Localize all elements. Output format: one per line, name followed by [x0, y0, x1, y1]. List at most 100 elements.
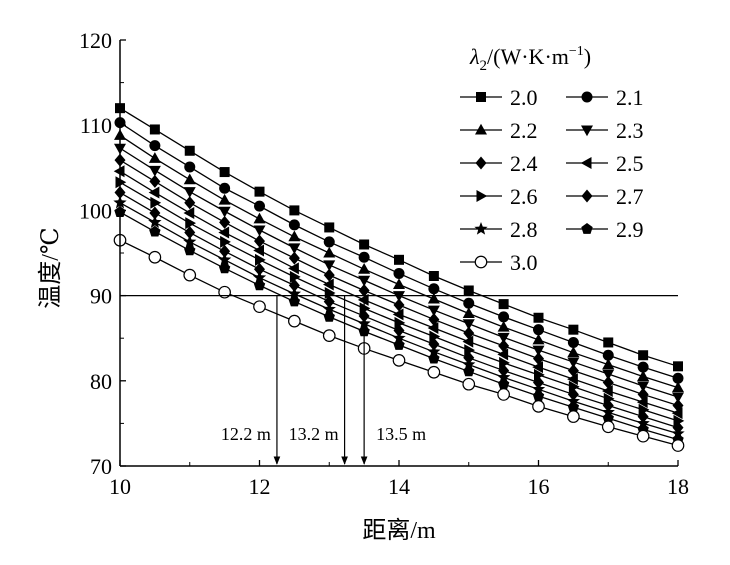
y-axis-label: 温度/℃ [37, 227, 64, 309]
legend-title-part: λ [469, 44, 480, 69]
data-point-2.9 [567, 401, 580, 413]
data-point-2.6 [359, 302, 371, 315]
data-point-2.7 [323, 295, 335, 309]
legend-title-part: −1 [569, 44, 584, 59]
data-point-2.6 [220, 235, 231, 248]
data-point-2.9 [602, 412, 614, 424]
data-point-2.9 [253, 279, 266, 291]
legend-item-2.1: 2.1 [566, 85, 644, 110]
data-point-2.2 [253, 212, 266, 224]
legend-item-2.3: 2.3 [566, 118, 644, 143]
data-point-2.6 [464, 344, 475, 357]
data-point-2.0 [359, 239, 370, 250]
legend-marker-2.7 [581, 189, 593, 203]
data-point-2.1 [393, 267, 405, 279]
data-point-2.2 [602, 358, 615, 370]
data-point-2.6 [115, 176, 127, 189]
data-point-2.9 [497, 378, 510, 390]
data-point-2.6 [499, 356, 510, 369]
data-point-3.0 [497, 388, 510, 401]
data-point-2.1 [463, 297, 475, 309]
data-point-2.8 [183, 234, 197, 248]
data-point-2.9 [288, 295, 301, 307]
data-point-2.4 [533, 352, 544, 366]
y-tick-label: 110 [80, 113, 112, 138]
data-point-2.6 [394, 316, 406, 329]
x-axis-label: 距离/m [362, 517, 436, 544]
data-point-2.5 [113, 165, 125, 178]
data-point-2.8 [427, 344, 441, 358]
y-tick-label: 120 [79, 28, 112, 53]
data-point-2.0 [324, 222, 335, 233]
legend-marker-2.2 [475, 123, 487, 135]
data-point-3.0 [671, 439, 685, 452]
data-point-2.3 [148, 165, 161, 177]
legend-item-3.0: 3.0 [460, 250, 538, 275]
legend-label: 3.0 [510, 250, 538, 275]
data-point-2.3 [183, 187, 196, 198]
data-point-3.0 [567, 410, 580, 423]
data-point-2.0 [219, 167, 230, 178]
legend-marker-2.5 [580, 157, 592, 169]
legend-title-part: /(W·K·m [487, 44, 569, 69]
data-point-2.9 [323, 310, 335, 322]
legend: λ2/(W·K·m−1) 2.0 2.1 2.2 2.3 2.4 2.5 2.6 2.7 2.8 2… [460, 44, 644, 275]
data-point-2.5 [602, 385, 613, 398]
data-point-2.9 [463, 365, 475, 377]
data-point-2.3 [532, 345, 545, 357]
series-2.4 [114, 153, 684, 413]
data-point-2.7 [219, 244, 231, 258]
data-point-2.9 [218, 262, 231, 274]
data-point-2.9 [428, 352, 440, 364]
data-point-3.0 [427, 365, 441, 379]
legend-item-2.2: 2.2 [460, 118, 538, 143]
data-point-2.4 [393, 298, 405, 312]
data-point-2.5 [183, 206, 195, 219]
legend-marker-2.8 [474, 222, 488, 235]
x-tick-label: 10 [109, 474, 131, 499]
data-point-3.0 [636, 429, 650, 443]
data-point-2.4 [288, 251, 300, 265]
legend-marker-2.0 [476, 92, 486, 102]
data-point-2.4 [428, 312, 440, 326]
y-tick-label: 70 [90, 454, 112, 479]
data-point-2.1 [219, 182, 231, 194]
data-point-2.8 [392, 331, 406, 344]
data-point-2.5 [323, 278, 334, 291]
data-point-2.5 [532, 361, 543, 374]
data-point-2.7 [184, 226, 196, 240]
data-point-3.0 [148, 250, 162, 264]
legend-label: 2.8 [510, 217, 538, 242]
data-point-2.2 [637, 370, 650, 382]
data-point-2.3 [497, 332, 510, 344]
data-point-2.8 [252, 270, 267, 284]
data-point-2.3 [393, 291, 405, 302]
legend-item-2.4: 2.4 [460, 151, 538, 176]
data-point-2.0 [184, 145, 195, 156]
x-tick-label: 16 [528, 474, 550, 499]
data-point-2.3 [567, 357, 580, 369]
legend-label: 2.2 [510, 118, 538, 143]
data-point-2.9 [532, 390, 545, 401]
data-point-2.8 [148, 215, 162, 228]
data-point-2.4 [358, 283, 370, 297]
data-point-2.4 [323, 268, 335, 282]
x-tick-label: 14 [388, 474, 410, 499]
legend-item-2.8: 2.8 [460, 217, 538, 242]
data-point-2.2 [567, 346, 580, 358]
data-point-2.6 [150, 196, 162, 209]
data-point-2.4 [498, 339, 510, 353]
data-point-2.0 [673, 361, 683, 372]
data-point-2.3 [427, 305, 440, 317]
legend-item-2.0: 2.0 [460, 85, 538, 110]
data-point-2.1 [672, 372, 684, 384]
data-point-2.5 [427, 321, 439, 334]
data-point-2.2 [148, 152, 161, 163]
data-point-2.1 [498, 311, 510, 323]
data-point-2.7 [254, 262, 265, 276]
data-point-2.5 [462, 335, 474, 348]
data-point-2.8 [531, 382, 546, 395]
legend-marker-2.3 [581, 125, 593, 137]
data-point-2.4 [149, 174, 161, 188]
data-point-2.3 [637, 381, 650, 393]
